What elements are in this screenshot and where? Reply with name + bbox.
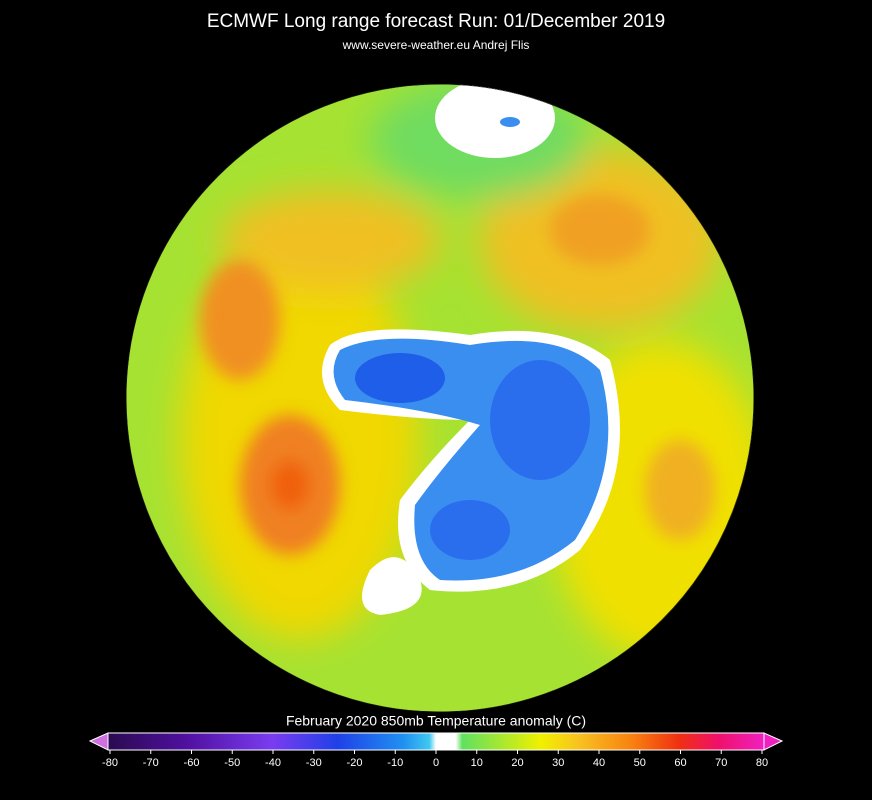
tick-label: -70 [143,757,159,769]
tick-label: -50 [224,757,240,769]
tick-label: 30 [552,757,564,769]
legend-label: February 2020 850mb Temperature anomaly … [286,713,586,729]
tick-label: -40 [265,757,281,769]
title: ECMWF Long range forecast Run: 01/Decemb… [207,11,665,32]
subtitle: www.severe-weather.eu Andrej Flis [342,38,530,52]
tick-label: 60 [674,757,686,769]
tick-label: 50 [634,757,646,769]
tick-label: 0 [433,757,439,769]
tick-label: 80 [756,757,768,769]
tick-label: -10 [387,757,403,769]
tick-label: -60 [184,757,200,769]
colorbar [107,732,765,751]
colorbar-low-arrow [88,732,109,751]
colorbar-high-arrow [763,732,784,751]
tick-label: -30 [306,757,322,769]
tick-label: 40 [593,757,605,769]
map [126,84,754,712]
tick-label: -20 [347,757,363,769]
tick-label: 20 [511,757,523,769]
tick-label: 10 [471,757,483,769]
tick-label: -80 [102,757,118,769]
tick-label: 70 [715,757,727,769]
colorbar-ticks: -80 -70 -60 -50 -40 -30 -20 -10 0 10 20 30 40 50 60 70 8… [102,750,768,769]
